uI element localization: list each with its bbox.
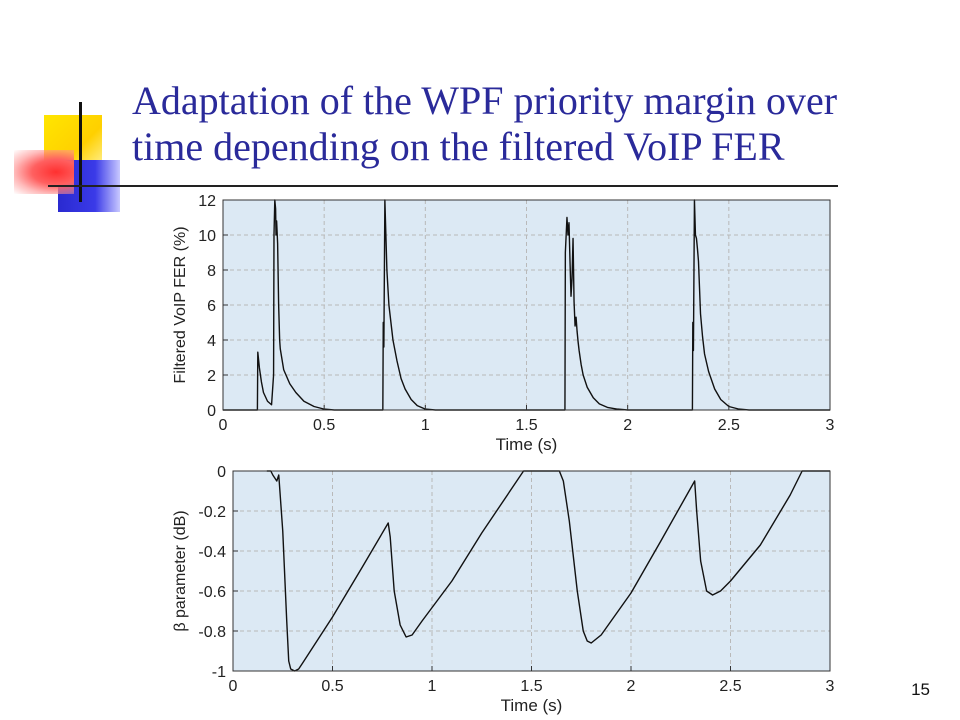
title-underline [48, 185, 838, 187]
chart-1-ytick-label-2: 4 [207, 333, 216, 350]
chart-1-xtick-label-6: 3 [826, 417, 835, 434]
chart-1-xtick-label-5: 2.5 [718, 417, 740, 434]
chart-1-xtick-label-0: 0 [219, 417, 228, 434]
chart-2-xlabel: Time (s) [501, 696, 563, 715]
chart-2-ytick-label-3: -0.4 [198, 544, 226, 561]
chart-2-series-1-line [266, 470, 830, 672]
chart-1-ylabel: Filtered VoIP FER (%) [172, 226, 189, 383]
slide-title-line-1: Adaptation of the WPF priority margin ov… [132, 78, 838, 123]
deco-vertical-line [79, 102, 82, 202]
chart-2-ytick-label-4: -0.2 [198, 504, 226, 521]
chart-1-xlabel: Time (s) [496, 435, 558, 454]
chart-area: 0 0.5 1 1.5 2 2.5 3 0 2 4 6 8 10 12 Time (s) Filtered V… [168, 190, 842, 720]
chart-2-xtick-label-4: 2 [627, 678, 636, 695]
chart-2-ylabel: β parameter (dB) [172, 510, 189, 631]
chart-1-xtick-label-3: 1.5 [515, 417, 537, 434]
page-number: 15 [911, 680, 930, 699]
chart-2-xtick-label-3: 1.5 [520, 678, 542, 695]
chart-2-ytick-label-1: -0.8 [198, 624, 226, 641]
chart-2-ytick-label-0: -1 [212, 664, 226, 681]
deco-red-glow [14, 150, 74, 194]
chart-2-xtick-label-6: 3 [826, 678, 835, 695]
chart-1-xtick-label-2: 1 [421, 417, 430, 434]
chart-2-xtick-label-1: 0.5 [321, 678, 343, 695]
chart-1-ytick-label-4: 8 [207, 263, 216, 280]
chart-2-ytick-label-2: -0.6 [198, 584, 226, 601]
chart-2-ytick-label-5: 0 [217, 464, 226, 481]
chart-1-xtick-label-1: 0.5 [313, 417, 335, 434]
chart-1-series-1-line [223, 199, 830, 411]
chart-2-xtick-label-0: 0 [229, 678, 238, 695]
chart-1-ytick-label-0: 0 [207, 403, 216, 420]
slide-title: Adaptation of the WPF priority margin ov… [132, 78, 932, 170]
chart-2-xtick-label-2: 1 [428, 678, 437, 695]
slide-title-line-2: time depending on the filtered VoIP FER [132, 124, 785, 169]
chart-1-ytick-label-1: 2 [207, 368, 216, 385]
chart-1-ytick-label-5: 10 [198, 228, 216, 245]
chart-2-xtick-label-5: 2.5 [719, 678, 741, 695]
chart-1-xtick-label-4: 2 [623, 417, 632, 434]
chart-1-ytick-label-6: 12 [198, 193, 216, 210]
chart-1-ytick-label-3: 6 [207, 298, 216, 315]
